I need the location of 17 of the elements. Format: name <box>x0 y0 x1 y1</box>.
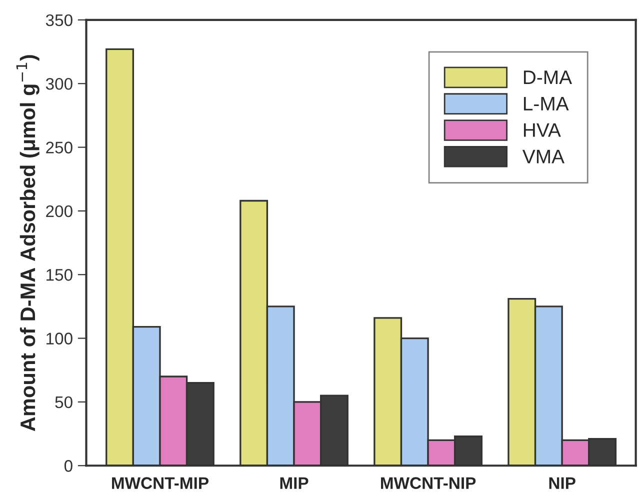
x-tick-label: MWCNT-MIP <box>112 477 208 489</box>
x-tick-label: NIP <box>549 477 576 489</box>
y-tick-label: 200 <box>46 205 72 218</box>
y-tick-label: 300 <box>46 78 72 90</box>
legend-label: D-MA <box>524 70 572 84</box>
legend-label: L-MA <box>524 97 569 110</box>
legend-label: HVA <box>524 123 561 137</box>
y-tick-label: 50 <box>55 396 72 408</box>
y-tick-label: 250 <box>46 142 72 154</box>
y-tick-label: 0 <box>64 460 72 472</box>
x-tick-label: MWCNT-NIP <box>381 477 476 489</box>
y-axis-title: Amount of D-MA Adsorbed (μmol g$^{−1}$) <box>16 55 40 432</box>
y-tick-label: 150 <box>46 269 72 281</box>
y-tick-label: 100 <box>46 332 72 344</box>
x-tick-label: MIP <box>280 477 308 489</box>
legend-label: VMA <box>522 150 564 164</box>
y-tick-label: 350 <box>46 14 72 26</box>
